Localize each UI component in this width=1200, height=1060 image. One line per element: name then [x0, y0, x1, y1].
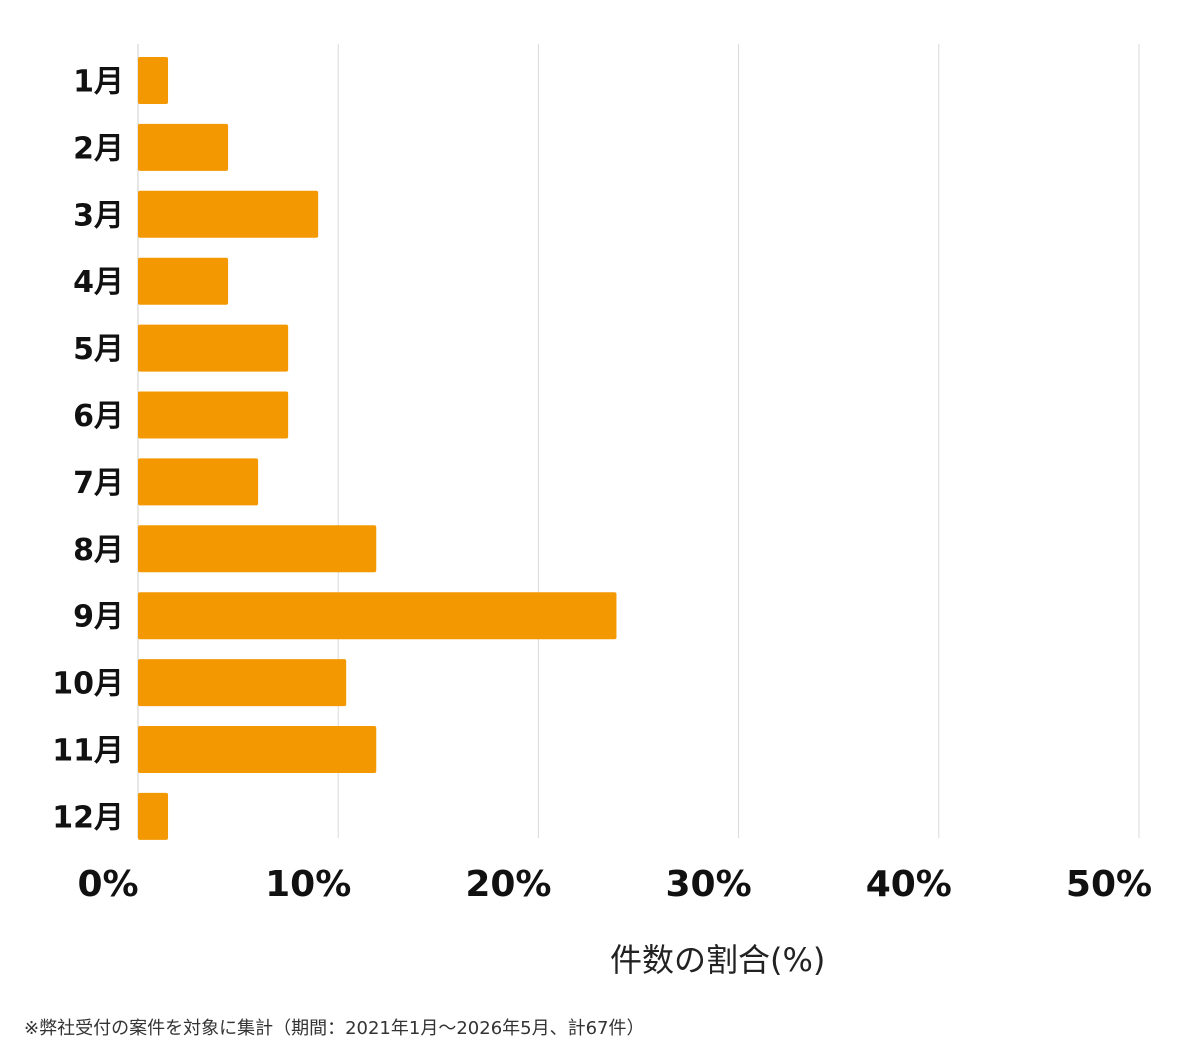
- category-label: 5月: [73, 332, 124, 367]
- bar: [138, 190, 319, 238]
- bar: [138, 792, 169, 840]
- x-tick-label: 50%: [1066, 864, 1152, 905]
- x-tick-label: 0%: [77, 864, 138, 905]
- bar: [138, 525, 377, 573]
- category-label: 1月: [73, 65, 124, 100]
- category-label: 3月: [73, 198, 124, 233]
- x-tick-labels: 0% 10% 20% 30% 40% 50%: [77, 864, 1152, 905]
- bar: [138, 726, 377, 773]
- category-label: 12月: [52, 800, 124, 835]
- x-tick-label: 10%: [265, 864, 351, 905]
- footnote: ※弊社受付の案件を対象に集計（期間：2021年1月〜2026年5月、計67件）: [24, 1018, 645, 1039]
- x-tick-label: 40%: [866, 864, 952, 905]
- bar: [138, 257, 229, 305]
- category-labels: 1月 2月 3月 4月 5月 6月 7月 8月 9月 10月 11月 12月: [52, 65, 124, 836]
- category-label: 6月: [73, 399, 124, 434]
- bar: [138, 391, 289, 439]
- category-label: 11月: [52, 734, 124, 769]
- bar: [138, 592, 617, 640]
- category-label: 9月: [73, 600, 124, 635]
- gridlines: [137, 44, 1140, 838]
- bars: [138, 57, 617, 840]
- x-axis-title: 件数の割合(%): [610, 941, 826, 979]
- bar: [138, 659, 347, 707]
- x-tick-label: 20%: [465, 864, 551, 905]
- category-label: 4月: [73, 265, 124, 300]
- bar: [138, 324, 289, 372]
- category-label: 8月: [73, 533, 124, 568]
- category-label: 10月: [52, 667, 124, 702]
- category-label: 7月: [73, 466, 124, 501]
- x-tick-label: 30%: [666, 864, 752, 905]
- bar: [138, 123, 229, 171]
- bar: [138, 57, 169, 104]
- category-label: 2月: [73, 131, 124, 166]
- bar: [138, 458, 259, 506]
